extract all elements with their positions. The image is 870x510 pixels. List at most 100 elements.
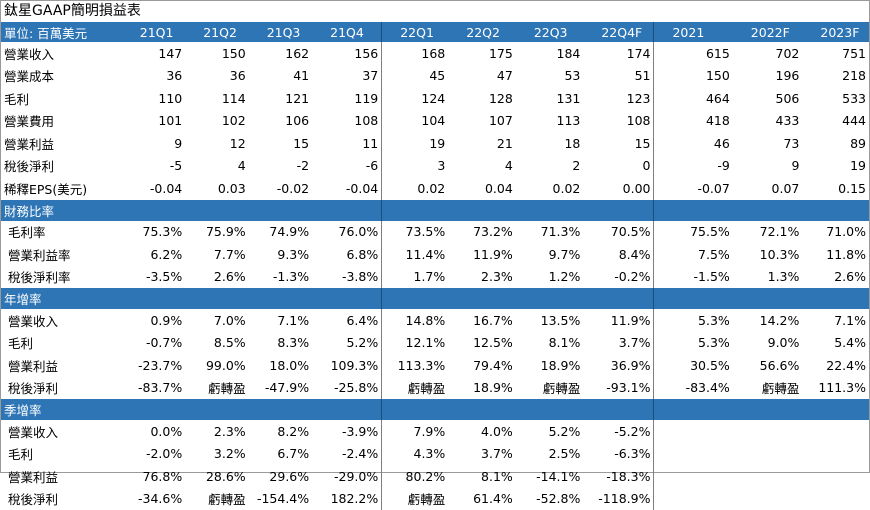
- value-cell: 1.7%: [382, 266, 449, 289]
- section-fill: [312, 288, 382, 309]
- section-fill: [448, 288, 516, 309]
- value-cell: 104: [382, 110, 449, 133]
- value-cell: 11: [312, 132, 382, 155]
- value-cell: 418: [654, 110, 733, 133]
- value-cell: 14.8%: [382, 309, 449, 332]
- column-header: 21Q2: [185, 22, 248, 42]
- value-cell: 702: [733, 42, 803, 65]
- value-cell: 107: [448, 110, 516, 133]
- value-cell: 51: [583, 65, 654, 88]
- value-cell: 76.0%: [312, 221, 382, 244]
- section-fill: [312, 200, 382, 221]
- value-cell: 156: [312, 42, 382, 65]
- value-cell: 7.0%: [185, 309, 248, 332]
- value-cell: 0.0%: [122, 420, 185, 443]
- value-cell: 1.2%: [516, 266, 584, 289]
- column-header: 2021: [654, 22, 733, 42]
- value-cell: 433: [733, 110, 803, 133]
- value-cell: 162: [249, 42, 312, 65]
- value-cell: 2.6%: [802, 266, 869, 289]
- value-cell: -3.5%: [122, 266, 185, 289]
- value-cell: 182.2%: [312, 488, 382, 510]
- section-fill: [802, 200, 869, 221]
- value-cell: -154.4%: [249, 488, 312, 510]
- value-cell: 11.8%: [802, 243, 869, 266]
- table-row: 毛利-0.7%8.5%8.3%5.2%12.1%12.5%8.1%3.7%5.3…: [1, 332, 869, 355]
- value-cell: 0.03: [185, 177, 248, 200]
- section-fill: [583, 288, 654, 309]
- value-cell: 8.1%: [516, 332, 584, 355]
- section-fill: [733, 288, 803, 309]
- value-cell: -52.8%: [516, 488, 584, 510]
- value-cell: 28.6%: [185, 465, 248, 488]
- section-title: 年增率: [1, 288, 122, 309]
- value-cell: 150: [654, 65, 733, 88]
- table-row: 毛利-2.0%3.2%6.7%-2.4%4.3%3.7%2.5%-6.3%: [1, 443, 869, 466]
- section-fill: [516, 288, 584, 309]
- value-cell: -0.07: [654, 177, 733, 200]
- value-cell: 0.15: [802, 177, 869, 200]
- section-fill: [448, 399, 516, 420]
- value-cell: 89: [802, 132, 869, 155]
- value-cell: 106: [249, 110, 312, 133]
- value-cell: 74.9%: [249, 221, 312, 244]
- value-cell: 0.07: [733, 177, 803, 200]
- value-cell: 11.9%: [583, 309, 654, 332]
- value-cell: [802, 465, 869, 488]
- value-cell: 8.3%: [249, 332, 312, 355]
- value-cell: 174: [583, 42, 654, 65]
- value-cell: 75.3%: [122, 221, 185, 244]
- value-cell: 7.1%: [802, 309, 869, 332]
- value-cell: 113.3%: [382, 354, 449, 377]
- value-cell: 36: [185, 65, 248, 88]
- column-header: 21Q3: [249, 22, 312, 42]
- section-fill: [249, 200, 312, 221]
- value-cell: -2: [249, 155, 312, 178]
- value-cell: 3.7%: [448, 443, 516, 466]
- value-cell: 615: [654, 42, 733, 65]
- section-ratios: 財務比率: [1, 200, 869, 221]
- value-cell: 110: [122, 87, 185, 110]
- value-cell: 6.4%: [312, 309, 382, 332]
- value-cell: 47: [448, 65, 516, 88]
- value-cell: -1.3%: [249, 266, 312, 289]
- section-fill: [733, 399, 803, 420]
- value-cell: 184: [516, 42, 584, 65]
- column-header: 2023F: [802, 22, 869, 42]
- row-label: 毛利率: [1, 221, 122, 244]
- value-cell: 464: [654, 87, 733, 110]
- value-cell: 12.1%: [382, 332, 449, 355]
- value-cell: 0.9%: [122, 309, 185, 332]
- value-cell: 5.3%: [654, 309, 733, 332]
- value-cell: -9: [654, 155, 733, 178]
- sheet-title: 鈦星GAAP簡明損益表: [1, 1, 869, 22]
- value-cell: 0.02: [382, 177, 449, 200]
- value-cell: 16.7%: [448, 309, 516, 332]
- row-label: 毛利: [1, 87, 122, 110]
- value-cell: [733, 465, 803, 488]
- value-cell: 3.7%: [583, 332, 654, 355]
- value-cell: -93.1%: [583, 377, 654, 400]
- value-cell: -6: [312, 155, 382, 178]
- section-fill: [185, 399, 248, 420]
- section-fill: [382, 200, 449, 221]
- value-cell: 18.0%: [249, 354, 312, 377]
- value-cell: 5.3%: [654, 332, 733, 355]
- value-cell: 11.4%: [382, 243, 449, 266]
- value-cell: 29.6%: [249, 465, 312, 488]
- value-cell: 56.6%: [733, 354, 803, 377]
- section-fill: [654, 399, 733, 420]
- value-cell: 4.3%: [382, 443, 449, 466]
- value-cell: 109.3%: [312, 354, 382, 377]
- column-header: 22Q4F: [583, 22, 654, 42]
- section-fill: [382, 288, 449, 309]
- column-header: 22Q3: [516, 22, 584, 42]
- value-cell: 36: [122, 65, 185, 88]
- value-cell: 72.1%: [733, 221, 803, 244]
- value-cell: 9: [122, 132, 185, 155]
